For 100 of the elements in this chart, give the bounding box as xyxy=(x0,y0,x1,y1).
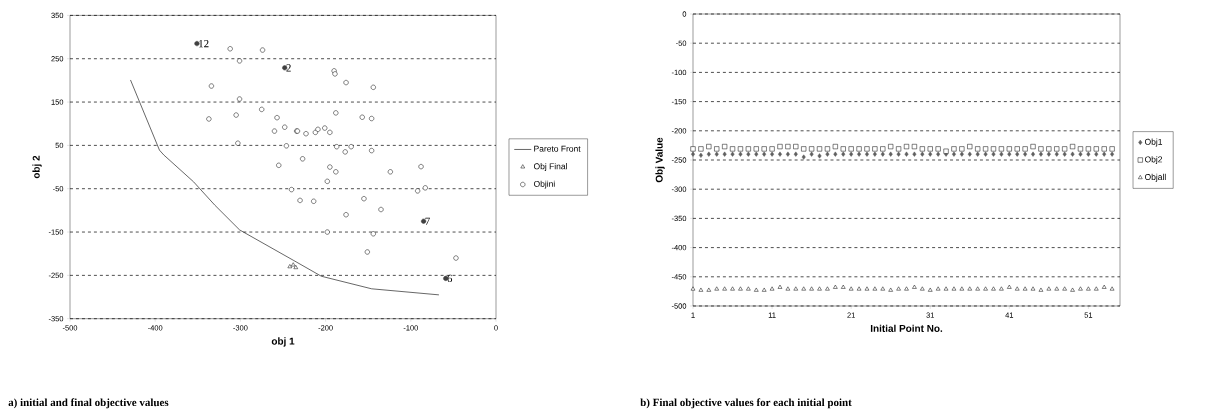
point xyxy=(769,286,775,291)
point xyxy=(332,71,338,77)
point xyxy=(951,286,957,291)
point xyxy=(1015,151,1020,157)
point xyxy=(880,151,885,157)
point xyxy=(754,287,759,292)
point xyxy=(888,144,894,150)
point xyxy=(770,151,775,157)
point xyxy=(378,206,384,213)
point xyxy=(690,286,696,291)
point xyxy=(714,286,719,291)
point xyxy=(959,146,965,152)
point xyxy=(343,80,349,86)
point xyxy=(1046,151,1051,157)
point xyxy=(1046,286,1052,291)
point xyxy=(237,96,243,102)
point xyxy=(738,151,743,157)
legend-label: Obj2 xyxy=(1144,156,1163,165)
point xyxy=(1054,286,1059,291)
point xyxy=(1046,146,1052,152)
point xyxy=(864,146,870,152)
point xyxy=(370,84,376,90)
point xyxy=(1070,151,1075,157)
point xyxy=(998,146,1004,152)
point xyxy=(698,146,704,152)
point xyxy=(848,146,854,152)
point xyxy=(753,146,759,152)
point xyxy=(1070,287,1075,292)
legend-label: Obj Final xyxy=(533,163,567,171)
point xyxy=(361,196,367,202)
point xyxy=(801,154,806,160)
point xyxy=(991,286,996,291)
point xyxy=(282,124,288,130)
point xyxy=(1109,146,1115,152)
point xyxy=(754,151,759,157)
point xyxy=(983,146,989,152)
point xyxy=(274,115,280,121)
point xyxy=(762,151,767,157)
point xyxy=(824,146,830,152)
point xyxy=(920,286,925,291)
legend-label: Objall xyxy=(1144,173,1166,182)
point xyxy=(290,262,296,267)
point xyxy=(706,144,712,150)
point xyxy=(825,151,830,157)
point xyxy=(951,151,956,157)
point xyxy=(1077,146,1084,152)
point xyxy=(816,146,823,152)
point xyxy=(809,286,814,291)
x-axis-title: obj 1 xyxy=(271,337,295,347)
point xyxy=(730,151,735,157)
point xyxy=(746,286,751,291)
point xyxy=(1102,151,1107,157)
point xyxy=(991,151,996,157)
point xyxy=(833,151,838,157)
point xyxy=(975,151,980,157)
point xyxy=(911,144,917,150)
point xyxy=(1006,146,1012,152)
point xyxy=(300,156,306,162)
point xyxy=(364,249,370,255)
point xyxy=(1094,286,1099,291)
point xyxy=(888,151,893,157)
point xyxy=(785,286,791,291)
point xyxy=(738,286,743,291)
point xyxy=(983,286,988,291)
point xyxy=(825,286,830,291)
x-axis-title: Initial Point No. xyxy=(870,324,943,332)
point xyxy=(1030,144,1036,150)
point xyxy=(896,146,902,152)
point xyxy=(999,286,1004,291)
annotation: 12 xyxy=(199,39,209,48)
annotation: 7 xyxy=(425,217,430,225)
point xyxy=(333,110,339,116)
point xyxy=(283,143,289,149)
point xyxy=(706,151,711,157)
point xyxy=(848,286,854,291)
point xyxy=(324,178,330,184)
point xyxy=(809,151,814,157)
point xyxy=(722,151,727,157)
annotation: 2 xyxy=(286,64,291,72)
point xyxy=(334,144,340,150)
point xyxy=(327,129,333,135)
point xyxy=(415,188,421,194)
point xyxy=(1038,287,1044,292)
y-axis-title: obj 2 xyxy=(32,155,42,179)
point xyxy=(857,151,862,157)
point xyxy=(1062,151,1067,157)
point xyxy=(235,140,241,146)
point xyxy=(311,198,317,204)
point xyxy=(1085,146,1091,152)
point xyxy=(928,151,933,157)
point xyxy=(690,146,696,152)
point xyxy=(730,146,736,152)
point xyxy=(801,146,807,152)
point xyxy=(1054,146,1060,152)
point xyxy=(387,169,393,175)
point xyxy=(343,212,349,218)
point xyxy=(990,146,997,152)
point xyxy=(1070,144,1076,150)
point xyxy=(841,284,846,289)
point xyxy=(418,164,424,170)
